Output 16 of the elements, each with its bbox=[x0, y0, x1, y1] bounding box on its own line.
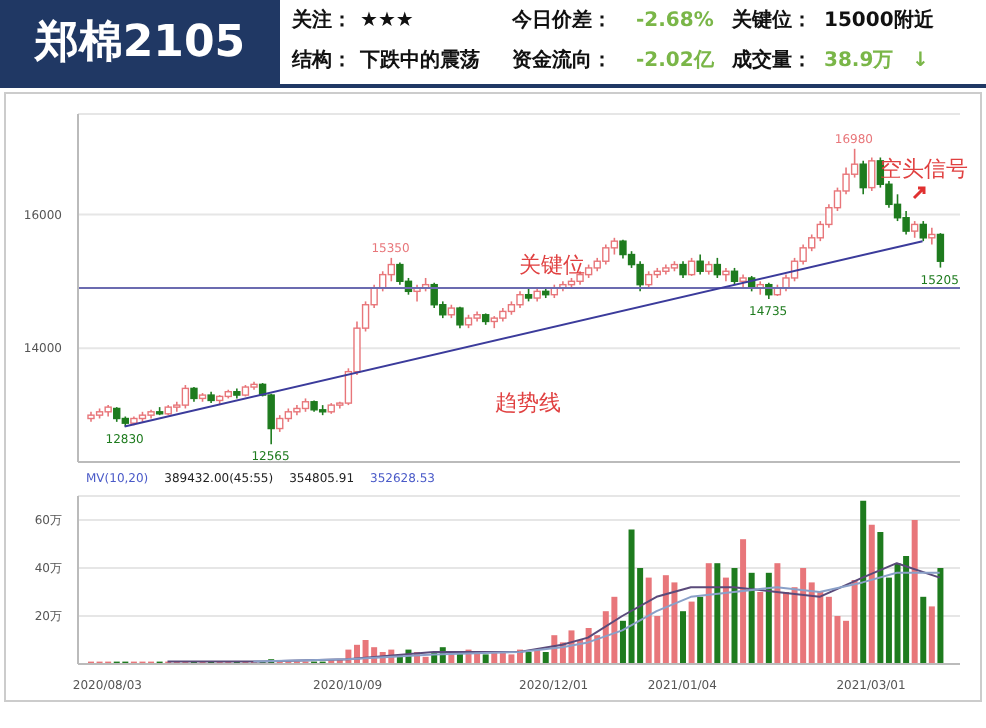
text: 关注： bbox=[292, 6, 354, 36]
ref-line-label: 关键位 bbox=[519, 252, 585, 278]
chart-title: 郑棉2105 bbox=[0, 0, 280, 84]
text: 成交量： bbox=[732, 46, 814, 76]
text: 15000附近 bbox=[824, 7, 936, 36]
text: 关键位： bbox=[732, 7, 814, 36]
text: ★★★ bbox=[360, 8, 416, 36]
text: ↓ bbox=[912, 48, 931, 76]
text: 资金流向： bbox=[512, 46, 614, 76]
text: -2.02亿 bbox=[636, 47, 716, 76]
text: 结构： bbox=[292, 47, 354, 76]
text: -2.68% bbox=[636, 8, 716, 36]
text: 趋势线 bbox=[494, 389, 561, 416]
text: 38.9万 bbox=[824, 48, 896, 76]
text: 下跌中的震荡 bbox=[360, 47, 482, 76]
text: 今日价差： bbox=[512, 7, 614, 36]
